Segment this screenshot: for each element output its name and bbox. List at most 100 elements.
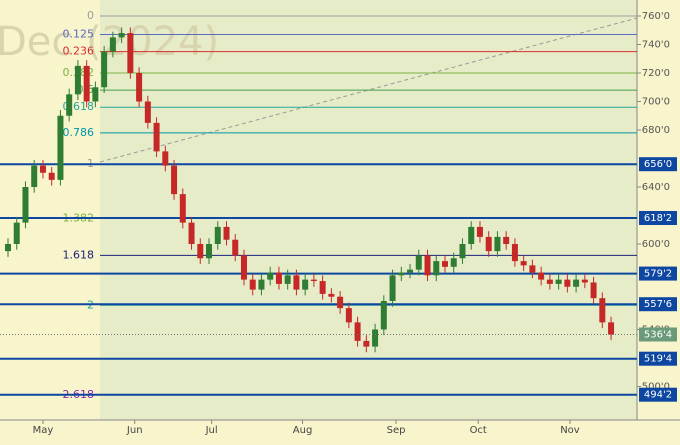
- candle-body: [83, 65, 90, 102]
- candle-body: [162, 151, 169, 166]
- candle-body: [5, 244, 11, 252]
- level-label-box: [639, 297, 677, 312]
- candle-body: [101, 51, 108, 88]
- candle-body: [13, 222, 20, 244]
- candle-body: [407, 269, 414, 273]
- candle-body: [109, 37, 116, 52]
- candle-body: [258, 279, 265, 290]
- candle-body: [171, 165, 178, 195]
- level-label: 579'2: [644, 269, 672, 280]
- y-tick-label: 600'0: [642, 239, 670, 250]
- level-label-box: [639, 157, 677, 172]
- candle-body: [92, 87, 99, 102]
- candle-body: [363, 340, 370, 347]
- candle-body: [267, 272, 274, 280]
- level-label: 557'6: [644, 299, 672, 310]
- y-tick-label: 720'0: [642, 68, 670, 79]
- last-price-label: 536'4: [644, 329, 672, 340]
- candle-body: [293, 275, 300, 290]
- watermark: Dec (2024): [0, 19, 219, 65]
- candle-body: [136, 73, 143, 102]
- candle-body: [546, 279, 553, 284]
- candle-body: [538, 272, 545, 280]
- y-tick-label: 740'0: [642, 40, 670, 51]
- candle-body: [442, 261, 448, 267]
- candle-body: [389, 275, 396, 301]
- candle-body: [197, 244, 204, 259]
- x-tick-label: Oct: [470, 425, 487, 436]
- candle-body: [555, 279, 562, 284]
- candle-body: [275, 272, 282, 284]
- candle-body: [74, 65, 81, 95]
- candle-body: [450, 258, 457, 267]
- candle-body: [476, 226, 483, 237]
- candle-body: [302, 279, 309, 290]
- y-tick-label: 700'0: [642, 97, 670, 108]
- y-tick-label: 680'0: [642, 125, 670, 136]
- candle-body: [214, 226, 221, 244]
- candle-body: [179, 194, 186, 223]
- candle-body: [127, 33, 134, 73]
- candle-body: [48, 172, 55, 180]
- candle-body: [564, 279, 571, 287]
- x-tick-label: Jul: [205, 425, 218, 436]
- level-label-box: [639, 351, 677, 366]
- candle-body: [354, 322, 361, 341]
- y-tick-label: 640'0: [642, 182, 670, 193]
- candle-body: [240, 255, 247, 280]
- candle-body: [337, 296, 344, 309]
- candle-body: [459, 244, 466, 259]
- candle-body: [66, 94, 73, 116]
- candle-body: [380, 301, 387, 330]
- fib-label: 0.125: [63, 28, 95, 41]
- level-label-box: [639, 387, 677, 402]
- candle-body: [39, 165, 46, 173]
- candle-body: [118, 33, 125, 38]
- candle-body: [328, 293, 335, 297]
- level-label-box: [639, 210, 677, 225]
- y-tick-label: 760'0: [642, 11, 670, 22]
- candle-body: [468, 226, 475, 244]
- candle-body: [494, 236, 501, 252]
- candle-body: [520, 261, 527, 266]
- candle-body: [31, 165, 38, 187]
- level-label-box: [639, 266, 677, 281]
- fib-label: 0: [87, 9, 94, 22]
- candle-body: [581, 279, 588, 283]
- candle-body: [249, 279, 256, 290]
- candle-body: [188, 222, 195, 244]
- candle-body: [232, 239, 239, 256]
- fib-label: 0.786: [63, 126, 95, 139]
- candle-body: [599, 298, 606, 323]
- last-price-box: [639, 327, 677, 342]
- candle-body: [485, 236, 492, 252]
- x-tick-label: Aug: [293, 425, 313, 436]
- candle-body: [153, 122, 160, 152]
- y-tick-label: 500'0: [642, 382, 670, 393]
- candle-body: [284, 275, 291, 284]
- candle-body: [573, 279, 580, 287]
- x-tick-label: May: [33, 425, 54, 436]
- x-tick-label: Sep: [387, 425, 406, 436]
- level-label: 519'4: [644, 354, 672, 365]
- fib-label: 0.236: [63, 45, 95, 58]
- level-label: 618'2: [644, 213, 672, 224]
- candle-body: [372, 329, 379, 347]
- candle-body: [415, 255, 422, 270]
- candle-body: [590, 282, 597, 299]
- candle-body: [319, 281, 326, 294]
- x-tick-label: Jun: [126, 425, 143, 436]
- candle-body: [503, 236, 510, 244]
- candle-body: [206, 244, 213, 259]
- fib-zone: [100, 0, 637, 420]
- fib-label: 1.618: [63, 248, 95, 261]
- candle-body: [398, 272, 405, 276]
- candle-body: [144, 101, 151, 123]
- candle-body: [310, 279, 317, 282]
- x-tick-label: Nov: [560, 425, 580, 436]
- candle-body: [22, 187, 29, 223]
- trend-line: [99, 17, 638, 163]
- candle-body: [424, 255, 431, 276]
- candle-body: [433, 261, 440, 276]
